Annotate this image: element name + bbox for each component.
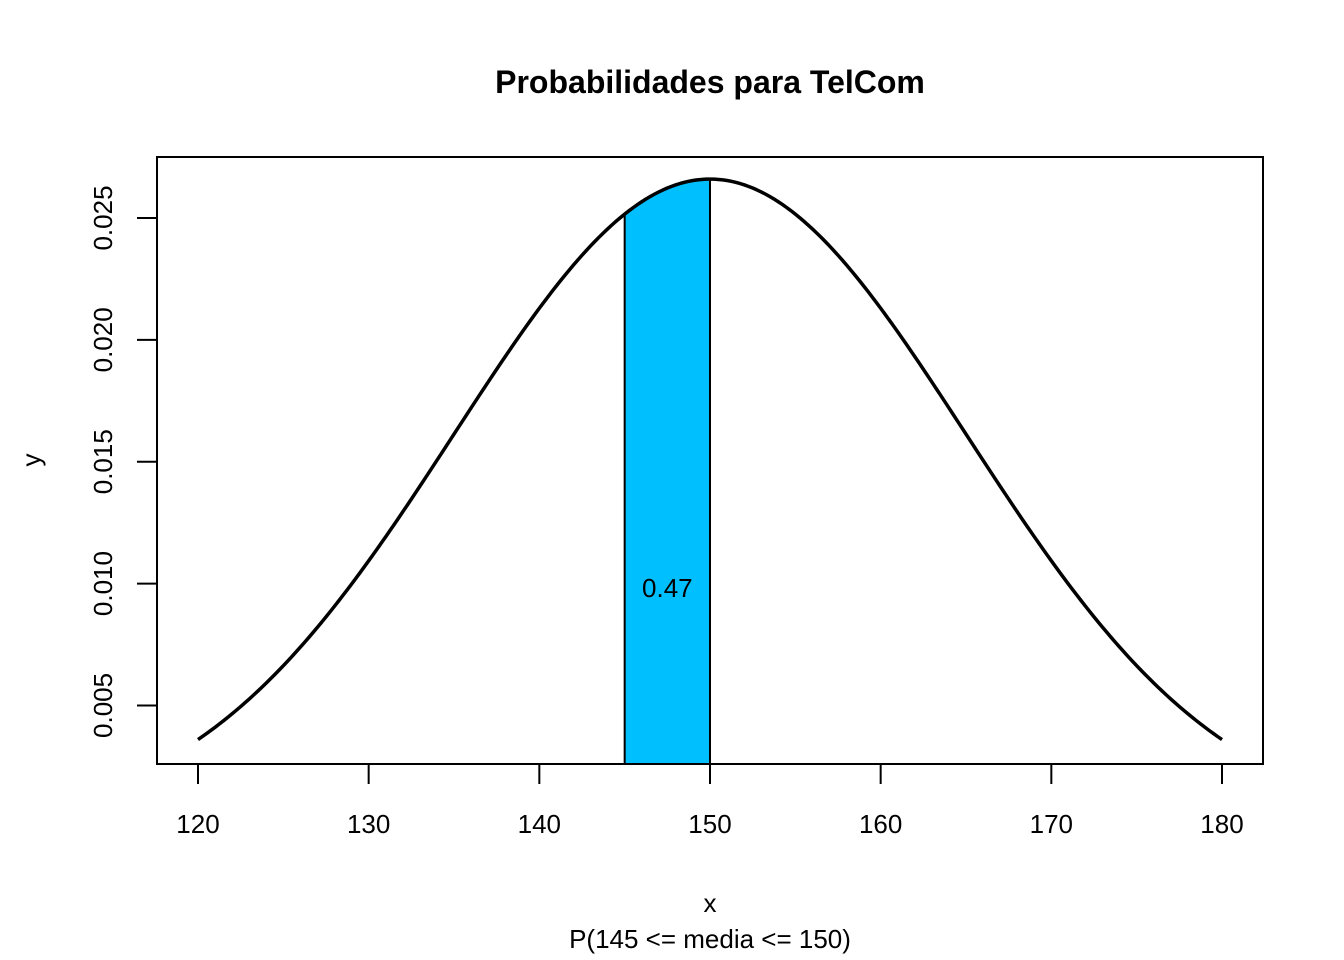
y-tick-label: 0.020 (88, 307, 118, 372)
x-tick-label: 130 (347, 809, 390, 839)
y-tick-label: 0.025 (88, 185, 118, 250)
x-tick-label: 170 (1030, 809, 1073, 839)
x-tick-label: 150 (688, 809, 731, 839)
y-axis: 0.005 0.010 0.015 0.020 0.025 (88, 185, 158, 738)
y-axis-label: y (16, 454, 46, 467)
chart-subtitle: P(145 <= media <= 150) (569, 924, 851, 954)
y-tick-label: 0.010 (88, 551, 118, 616)
x-tick-label: 120 (176, 809, 219, 839)
density-curve (197, 177, 1223, 742)
x-axis: 120 130 140 150 160 170 180 (176, 763, 1244, 839)
y-tick-label: 0.005 (88, 673, 118, 738)
x-tick-label: 180 (1200, 809, 1243, 839)
y-tick-label: 0.015 (88, 429, 118, 494)
x-tick-label: 160 (859, 809, 902, 839)
probability-label: 0.47 (642, 573, 693, 603)
plot-area: 0.47 (197, 177, 1223, 765)
x-tick-label: 140 (518, 809, 561, 839)
chart-title: Probabilidades para TelCom (495, 64, 925, 100)
shaded-probability-area (624, 179, 710, 765)
x-axis-label: x (704, 888, 717, 918)
